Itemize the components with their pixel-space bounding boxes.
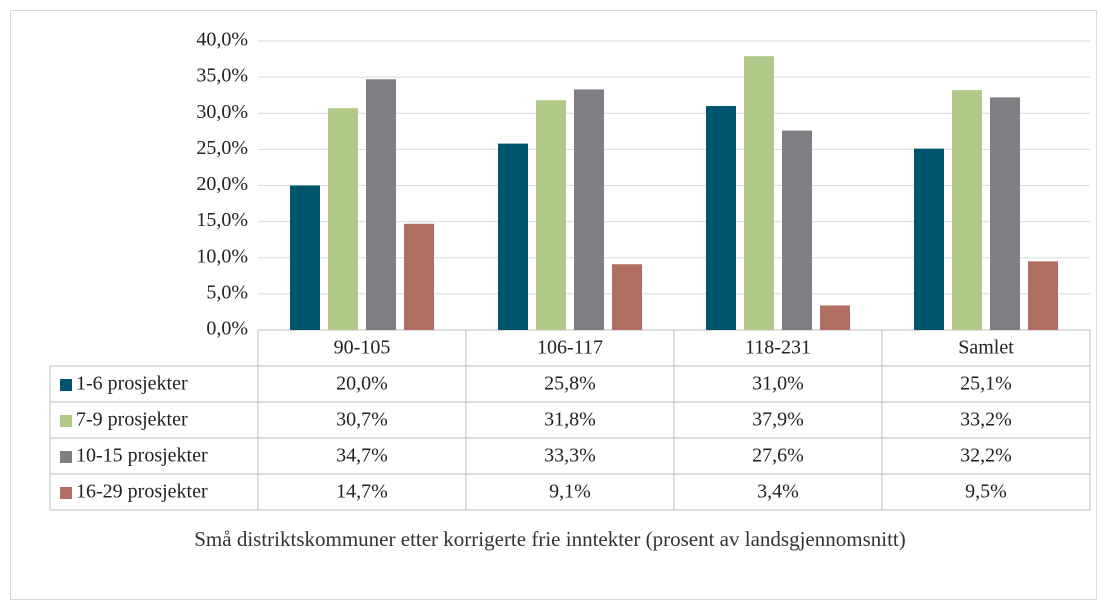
y-tick-label: 30,0% [196, 101, 248, 123]
table-cell: 30,7% [336, 409, 388, 431]
table-cell: 14,7% [336, 481, 388, 503]
bar [366, 79, 396, 330]
bar [706, 106, 736, 331]
x-tick-label: 118-231 [745, 337, 811, 359]
table-cell: 27,6% [752, 445, 804, 467]
bar [328, 108, 358, 330]
bar [990, 97, 1020, 330]
bar [744, 56, 774, 331]
table-cell: 37,9% [752, 409, 804, 431]
y-tick-label: 40,0% [196, 29, 248, 51]
y-tick-label: 20,0% [196, 173, 248, 195]
table-cell: 25,8% [544, 373, 596, 395]
x-tick-label: Samlet [958, 337, 1014, 359]
bar [290, 185, 320, 330]
bar [1028, 261, 1058, 330]
bar [498, 143, 528, 330]
legend-swatch [60, 415, 72, 427]
table-cell: 33,3% [544, 445, 596, 467]
table-cell: 9,1% [549, 481, 591, 503]
table-cell: 34,7% [336, 445, 388, 467]
bar [914, 148, 944, 330]
table-cell: 32,2% [960, 445, 1012, 467]
legend-label: 7-9 prosjekter [76, 409, 188, 431]
legend-label: 16-29 prosjekter [76, 481, 208, 503]
bar [782, 130, 812, 330]
bar [952, 90, 982, 330]
x-axis-title: Små distriktskommuner etter korrigerte f… [194, 527, 906, 551]
y-tick-label: 10,0% [196, 245, 248, 267]
table-cell: 20,0% [336, 373, 388, 395]
bar [574, 89, 604, 330]
legend-swatch [60, 451, 72, 463]
legend-label: 10-15 prosjekter [76, 445, 208, 467]
table-cell: 33,2% [960, 409, 1012, 431]
table-cell: 3,4% [757, 481, 799, 503]
legend-swatch [60, 379, 72, 391]
legend-swatch [60, 487, 72, 499]
y-tick-label: 15,0% [196, 209, 248, 231]
table-cell: 31,0% [752, 373, 804, 395]
y-tick-label: 25,0% [196, 137, 248, 159]
bar [404, 223, 434, 330]
table-cell: 25,1% [960, 373, 1012, 395]
bar [536, 100, 566, 331]
y-tick-label: 0,0% [206, 318, 248, 340]
bar [820, 305, 850, 330]
chart-border [10, 10, 1097, 600]
y-tick-label: 5,0% [206, 281, 248, 303]
table-cell: 9,5% [965, 481, 1007, 503]
x-tick-label: 106-117 [537, 337, 603, 359]
legend-label: 1-6 prosjekter [76, 373, 188, 395]
x-tick-label: 90-105 [334, 337, 391, 359]
table-cell: 31,8% [544, 409, 596, 431]
y-tick-label: 35,0% [196, 65, 248, 87]
bar [612, 264, 642, 330]
